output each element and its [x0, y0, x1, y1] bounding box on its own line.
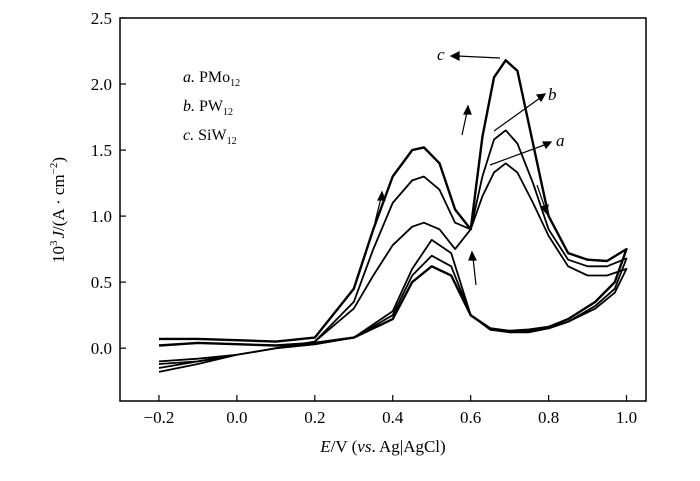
sweep-arrow-2-head — [463, 104, 472, 115]
series-line-b — [158, 129, 628, 365]
sweep-arrow-2-line — [461, 111, 468, 136]
arrow-a-head — [542, 141, 553, 150]
x-tick-label-4: 0.6 — [460, 408, 481, 427]
plot-frame — [119, 17, 647, 402]
arrow-c-head — [449, 51, 460, 61]
y-tick-label-4: 2.0 — [91, 75, 112, 94]
legend-entry-a: a. PMo12 — [183, 69, 240, 89]
legend: a. PMo12 b. PW12 c. SiW12 — [183, 69, 240, 147]
x-tick-label-3: 0.4 — [382, 408, 404, 427]
y-tick-label-0: 0.0 — [91, 339, 112, 358]
series-line-c — [158, 59, 628, 347]
legend-entry-b: b. PW12 — [183, 98, 233, 118]
sweep-arrow-1-line — [374, 197, 382, 223]
y-tick-label-5: 2.5 — [91, 9, 112, 28]
sweep-arrow-3-head — [539, 204, 549, 216]
curves-layer — [158, 59, 628, 373]
legend-entry-c: c. SiW12 — [183, 127, 237, 147]
sweep-arrows — [374, 104, 549, 286]
x-axis-label: E/V (vs. Ag|AgCl) — [319, 437, 445, 456]
curve-label-c: c — [437, 45, 445, 64]
arrow-b-head — [535, 93, 547, 103]
sweep-arrow-4-line — [472, 257, 477, 286]
sweep-arrow-4-head — [468, 250, 477, 261]
arrow-b-line — [493, 97, 541, 132]
x-tick-label-5: 0.8 — [538, 408, 559, 427]
x-tick-label-1: 0.0 — [226, 408, 247, 427]
series-line-a — [158, 162, 628, 373]
x-tick-label-0: −0.2 — [144, 408, 175, 427]
x-tick-label-6: 1.0 — [616, 408, 637, 427]
x-tick-label-2: 0.2 — [304, 408, 325, 427]
arrow-a-line — [489, 143, 548, 166]
arrow-c-line — [456, 55, 501, 59]
sweep-arrow-3-line — [536, 184, 546, 209]
curve-label-b: b — [548, 85, 557, 104]
ticks-layer: −0.2 0.0 0.2 0.4 0.6 0.8 1.0 0.0 0.5 1.0 1.5 2.0 2.5 — [91, 9, 637, 427]
label-arrows — [449, 51, 553, 166]
sweep-arrow-1-head — [377, 190, 386, 201]
curve-label-a: a — [556, 131, 565, 150]
y-axis-label: 103J/(A · cm−2) — [48, 157, 68, 263]
y-tick-label-1: 0.5 — [91, 273, 112, 292]
y-tick-label-3: 1.5 — [91, 141, 112, 160]
y-tick-label-2: 1.0 — [91, 207, 112, 226]
